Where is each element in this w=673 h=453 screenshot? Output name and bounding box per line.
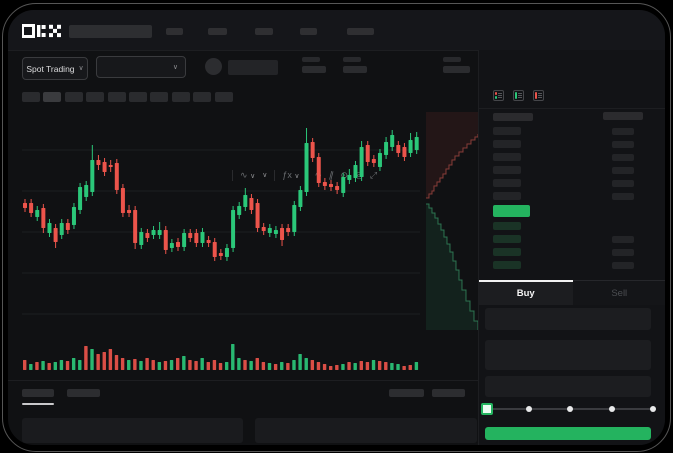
chart-interval-placeholder[interactable] [150,92,169,102]
tab-buy[interactable]: Buy [479,280,573,305]
depth-chart [426,112,478,330]
bid-amount-placeholder [612,236,634,243]
chart-interval-placeholder[interactable] [107,92,126,102]
orderbook-panel: Buy Sell [478,50,665,445]
bid-amount-placeholder [612,262,634,269]
nav-item-placeholder[interactable] [347,28,374,35]
orderbook-header-amount [603,112,643,120]
slider-stop-dot[interactable] [525,406,532,412]
stat-label-placeholder [443,57,461,62]
stat-value-placeholder [302,66,326,73]
bid-price-placeholder[interactable] [493,248,521,256]
ask-price-placeholder[interactable] [493,166,521,174]
stat-label-placeholder [302,57,320,62]
buy-tab-label: Buy [516,288,535,299]
orderbook-bids-view-icon[interactable] [513,90,524,101]
nav-menu [8,10,665,50]
chart-toolbar: ∿ ∨ ∨ ƒx ∨ ∿ ∥ ⊙ ◎ ⤢ [8,88,478,181]
chart-interval-placeholder[interactable] [171,92,190,102]
divider [479,108,665,109]
ask-price-placeholder[interactable] [493,140,521,148]
orders-tab-placeholder[interactable] [22,389,54,397]
chart-interval-placeholder[interactable] [193,92,212,102]
bid-price-placeholder[interactable] [493,222,521,230]
camera-icon[interactable]: ⊙ [340,169,349,180]
market-type-dropdown[interactable]: Spot Trading ∨ [22,57,88,80]
total-input[interactable] [485,376,651,397]
tab-sell[interactable]: Sell [572,280,665,305]
device-bezel [2,3,671,452]
ask-price-placeholder[interactable] [493,179,521,187]
ask-price-placeholder[interactable] [493,192,521,200]
orders-tab-placeholder[interactable] [67,389,100,397]
volume-bars [23,344,419,370]
divider [232,169,233,181]
ask-price-placeholder[interactable] [493,127,521,135]
pair-title-placeholder [69,25,152,38]
chart-interval-placeholder[interactable] [64,92,83,102]
fullscreen-icon[interactable]: ⤢ [369,169,378,180]
nav-item-placeholder[interactable] [166,28,183,35]
coin-avatar [205,58,222,75]
nav-item-placeholder[interactable] [255,28,273,35]
okx-logo [22,24,61,38]
ask-amount-placeholder [612,193,634,200]
orders-action-placeholder[interactable] [389,389,424,397]
ask-amount-placeholder [612,180,634,187]
price-input[interactable] [485,308,651,330]
slider-stop-dot[interactable] [567,406,573,412]
chevron-down-icon: ∨ [172,63,178,71]
orderbook-asks-view-icon[interactable] [533,90,544,101]
chart-interval-placeholder[interactable] [129,92,147,102]
ask-price-placeholder[interactable] [493,153,521,161]
app-window: Spot Trading ∨ ∨ ∿ ∨ ∨ ƒx ∨ ∿ ∥ ⊙ ◎ ⤢ [8,10,665,445]
last-price-placeholder [228,60,278,75]
buy-submit-button[interactable] [485,427,651,440]
chevron-down-icon: ∨ [78,65,84,72]
pair-select-dropdown[interactable]: ∨ [96,56,186,78]
orders-table-placeholder [22,418,243,443]
settings-gear-icon[interactable]: ◎ [355,169,363,180]
orders-table-placeholder [255,418,477,443]
stat-value-placeholder [443,66,470,73]
orders-action-placeholder[interactable] [432,389,465,397]
chart-interval-placeholder[interactable] [22,92,40,102]
slider-stop-dot[interactable] [650,406,656,412]
market-type-label: Spot Trading [26,63,75,74]
stat-value-placeholder [343,66,367,73]
ask-amount-placeholder [612,154,634,161]
slider-stop-dot[interactable] [608,406,615,412]
bid-price-placeholder[interactable] [493,261,521,269]
chevron-down-icon[interactable]: ∨ [262,171,268,179]
top-nav-bar [8,10,665,51]
ask-amount-placeholder [612,128,634,135]
divider [8,380,478,381]
indicators-icon[interactable]: ƒx ∨ [282,170,300,180]
chart-interval-placeholder[interactable] [86,92,105,102]
chart-interval-placeholder[interactable] [43,92,62,102]
bid-price-placeholder[interactable] [493,235,521,243]
nav-item-placeholder[interactable] [208,28,227,35]
active-tab-underline [22,403,54,405]
stat-label-placeholder [343,57,361,62]
last-price-badge[interactable] [493,205,530,217]
divider [274,169,276,181]
orderbook-header-price [493,113,533,121]
order-side-tabs: Buy Sell [479,280,665,305]
orderbook-split-view-icon[interactable] [493,90,504,101]
candlestick-chart[interactable] [22,115,420,335]
trading-toolbar: Spot Trading ∨ ∨ [8,50,665,88]
slider-handle[interactable] [481,403,493,415]
bid-amount-placeholder [612,249,634,256]
ask-amount-placeholder [612,167,634,174]
chart-interval-placeholder[interactable] [214,92,233,102]
candle-style-icon[interactable]: ∿ ∨ [240,169,256,180]
amount-input[interactable] [485,340,651,370]
sell-tab-label: Sell [611,287,628,299]
ask-amount-placeholder [612,141,634,148]
nav-item-placeholder[interactable] [300,28,317,35]
bottom-orders-section [8,381,478,445]
